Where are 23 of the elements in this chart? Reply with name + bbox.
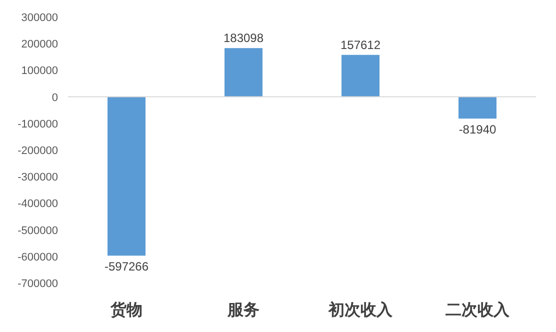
y-tick-label: -300000 — [18, 172, 58, 184]
y-tick-label: 200000 — [21, 38, 58, 51]
y-tick-label: 100000 — [21, 65, 58, 78]
bar — [108, 96, 146, 256]
x-tick-label: 初次收入 — [328, 301, 394, 319]
y-tick-label: -700000 — [18, 278, 58, 290]
y-tick-label: -200000 — [18, 145, 58, 157]
x-tick-label: 货物 — [110, 301, 142, 319]
data-label: 157612 — [340, 38, 381, 52]
y-tick-label: -600000 — [18, 251, 58, 264]
data-label: -597266 — [104, 260, 149, 274]
y-tick-label: 0 — [52, 92, 58, 104]
bar — [224, 48, 262, 97]
data-label: -81940 — [458, 122, 497, 137]
x-tick-label: 二次收入 — [446, 301, 510, 319]
y-tick-label: -100000 — [18, 118, 58, 130]
bar — [458, 96, 496, 119]
x-tick-label: 服务 — [226, 301, 260, 319]
y-tick-label: 300000 — [21, 12, 58, 24]
bar — [342, 54, 380, 97]
data-label: 183098 — [223, 31, 264, 46]
y-tick-label: -400000 — [18, 198, 58, 210]
y-tick-label: -500000 — [18, 224, 58, 237]
